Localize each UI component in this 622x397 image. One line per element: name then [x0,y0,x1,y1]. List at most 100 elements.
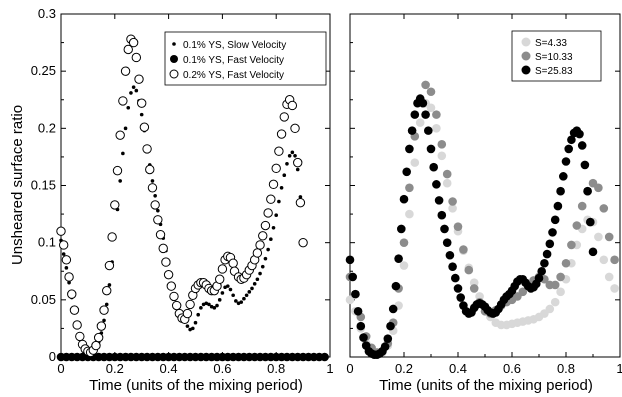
data-point [220,291,225,295]
data-point [266,194,276,204]
data-point [234,299,238,303]
data-point [215,274,225,284]
series-2-points [56,34,308,358]
data-point [599,204,609,213]
data-point [575,129,584,139]
data-point [258,231,268,241]
data-point [271,163,281,174]
left-y-axis-label: Unsheared surface ratio [9,105,26,265]
data-point [137,98,147,108]
legend-marker-fast [170,55,178,63]
data-point [348,272,358,282]
data-point [380,342,390,352]
data-point [410,110,420,119]
data-point [150,179,155,183]
data-point [391,281,401,291]
data-point [577,201,587,211]
legend-label-s2583: S=25.83 [535,66,573,77]
data-point [545,304,555,314]
data-point [142,144,152,154]
data-point [228,258,238,268]
data-point [437,151,447,161]
data-point [277,199,281,204]
data-point [161,257,171,267]
data-point [442,169,452,179]
data-point [561,258,571,268]
data-point [415,118,425,127]
data-point [345,295,355,305]
data-point [399,194,409,204]
data-point [287,153,292,158]
data-point [104,260,115,271]
x-tick-label: 0.8 [557,361,575,376]
data-point [201,302,206,307]
data-point [604,272,614,282]
data-point [185,299,195,310]
data-point [469,284,479,293]
data-point [556,186,565,196]
data-point [276,129,287,139]
data-point [453,284,463,293]
data-point [153,193,157,198]
x-tick-label: 0.2 [395,361,413,376]
data-point [610,255,619,265]
data-point [518,287,528,297]
left-x-axis-label: Time (units of the mixing period) [89,377,303,394]
data-point [252,282,257,286]
data-point [383,334,393,344]
data-point [405,144,414,154]
data-point [102,285,112,296]
data-point [155,229,166,240]
right-data-marks [345,80,619,360]
data-point [586,217,595,227]
data-point [599,255,609,265]
data-point [610,284,619,293]
right-x-axis-label: Time (units of the mixing period) [379,377,593,394]
data-point [131,52,142,63]
data-point [287,100,298,111]
data-point [542,249,552,259]
data-point [166,281,176,291]
data-point [440,224,449,234]
data-point [112,165,123,176]
x-tick-label: 0.6 [213,361,231,376]
data-point [61,252,66,256]
data-point [72,320,82,330]
data-point [448,204,457,213]
data-point [263,256,268,261]
data-point [594,232,603,242]
data-point [594,183,603,193]
data-point [464,265,474,275]
data-point [266,247,270,252]
data-point [282,173,287,178]
data-point [204,301,209,306]
data-point [432,180,441,189]
data-point [268,179,279,190]
data-point [274,146,284,156]
data-point [96,321,107,331]
data-point [567,240,576,250]
data-point [432,110,441,119]
data-point [215,303,219,308]
legend-marker-open [169,69,179,79]
data-point [320,352,329,362]
data-point [158,243,168,254]
y-tick-label: 0.3 [38,6,56,21]
data-point [102,318,106,323]
data-point [104,302,109,307]
legend-label-open: 0.2% YS, Fast Velocity [183,70,284,81]
data-point [139,122,150,132]
data-point [118,179,122,183]
data-point [123,126,128,131]
legend-marker-s1033 [521,51,531,61]
data-point [285,161,289,166]
data-point [171,300,182,311]
data-point [437,210,447,220]
data-point [572,221,582,230]
data-point [399,261,409,270]
data-point [279,185,284,190]
x-tick-label: 1 [326,361,333,376]
data-point [405,183,414,193]
data-point [421,110,430,119]
